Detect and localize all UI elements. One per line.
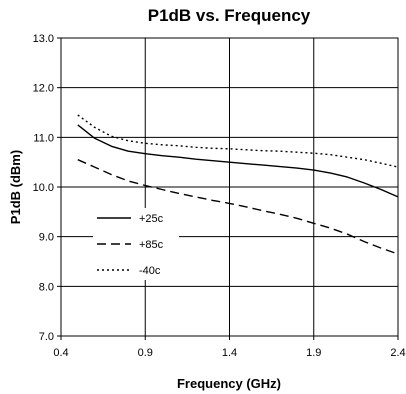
chart-title: P1dB vs. Frequency xyxy=(148,6,311,25)
y-tick-label: 7.0 xyxy=(39,331,54,343)
legend-label: +85c xyxy=(139,239,164,251)
y-axis-label: P1dB (dBm) xyxy=(8,150,23,224)
x-tick-label: 1.4 xyxy=(222,347,237,359)
y-tick-label: 12.0 xyxy=(33,83,54,95)
x-axis-label: Frequency (GHz) xyxy=(177,376,281,391)
y-tick-label: 13.0 xyxy=(33,33,54,45)
x-tick-label: 1.9 xyxy=(306,347,321,359)
legend-label: -40c xyxy=(139,265,161,277)
y-tick-label: 10.0 xyxy=(33,182,54,194)
legend-label: +25c xyxy=(139,213,164,225)
x-tick-label: 0.4 xyxy=(53,347,68,359)
y-tick-label: 11.0 xyxy=(33,132,54,144)
y-tick-label: 8.0 xyxy=(39,281,54,293)
x-tick-label: 0.9 xyxy=(138,347,153,359)
y-tick-label: 9.0 xyxy=(39,232,54,244)
legend: +25c +85c -40c xyxy=(93,208,179,280)
x-tick-label: 2.4 xyxy=(390,347,405,359)
